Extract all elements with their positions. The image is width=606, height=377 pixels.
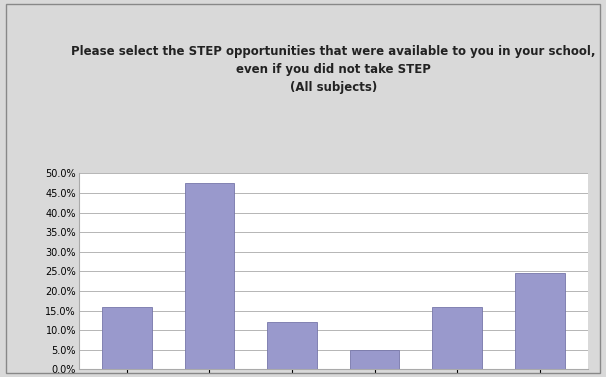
- Bar: [267, 322, 317, 369]
- Bar: [185, 183, 234, 369]
- Bar: [515, 273, 565, 369]
- Bar: [433, 307, 482, 369]
- Text: Please select the STEP opportunities that were available to you in your school,
: Please select the STEP opportunities tha…: [71, 45, 596, 94]
- Bar: [102, 307, 152, 369]
- Bar: [350, 350, 399, 369]
